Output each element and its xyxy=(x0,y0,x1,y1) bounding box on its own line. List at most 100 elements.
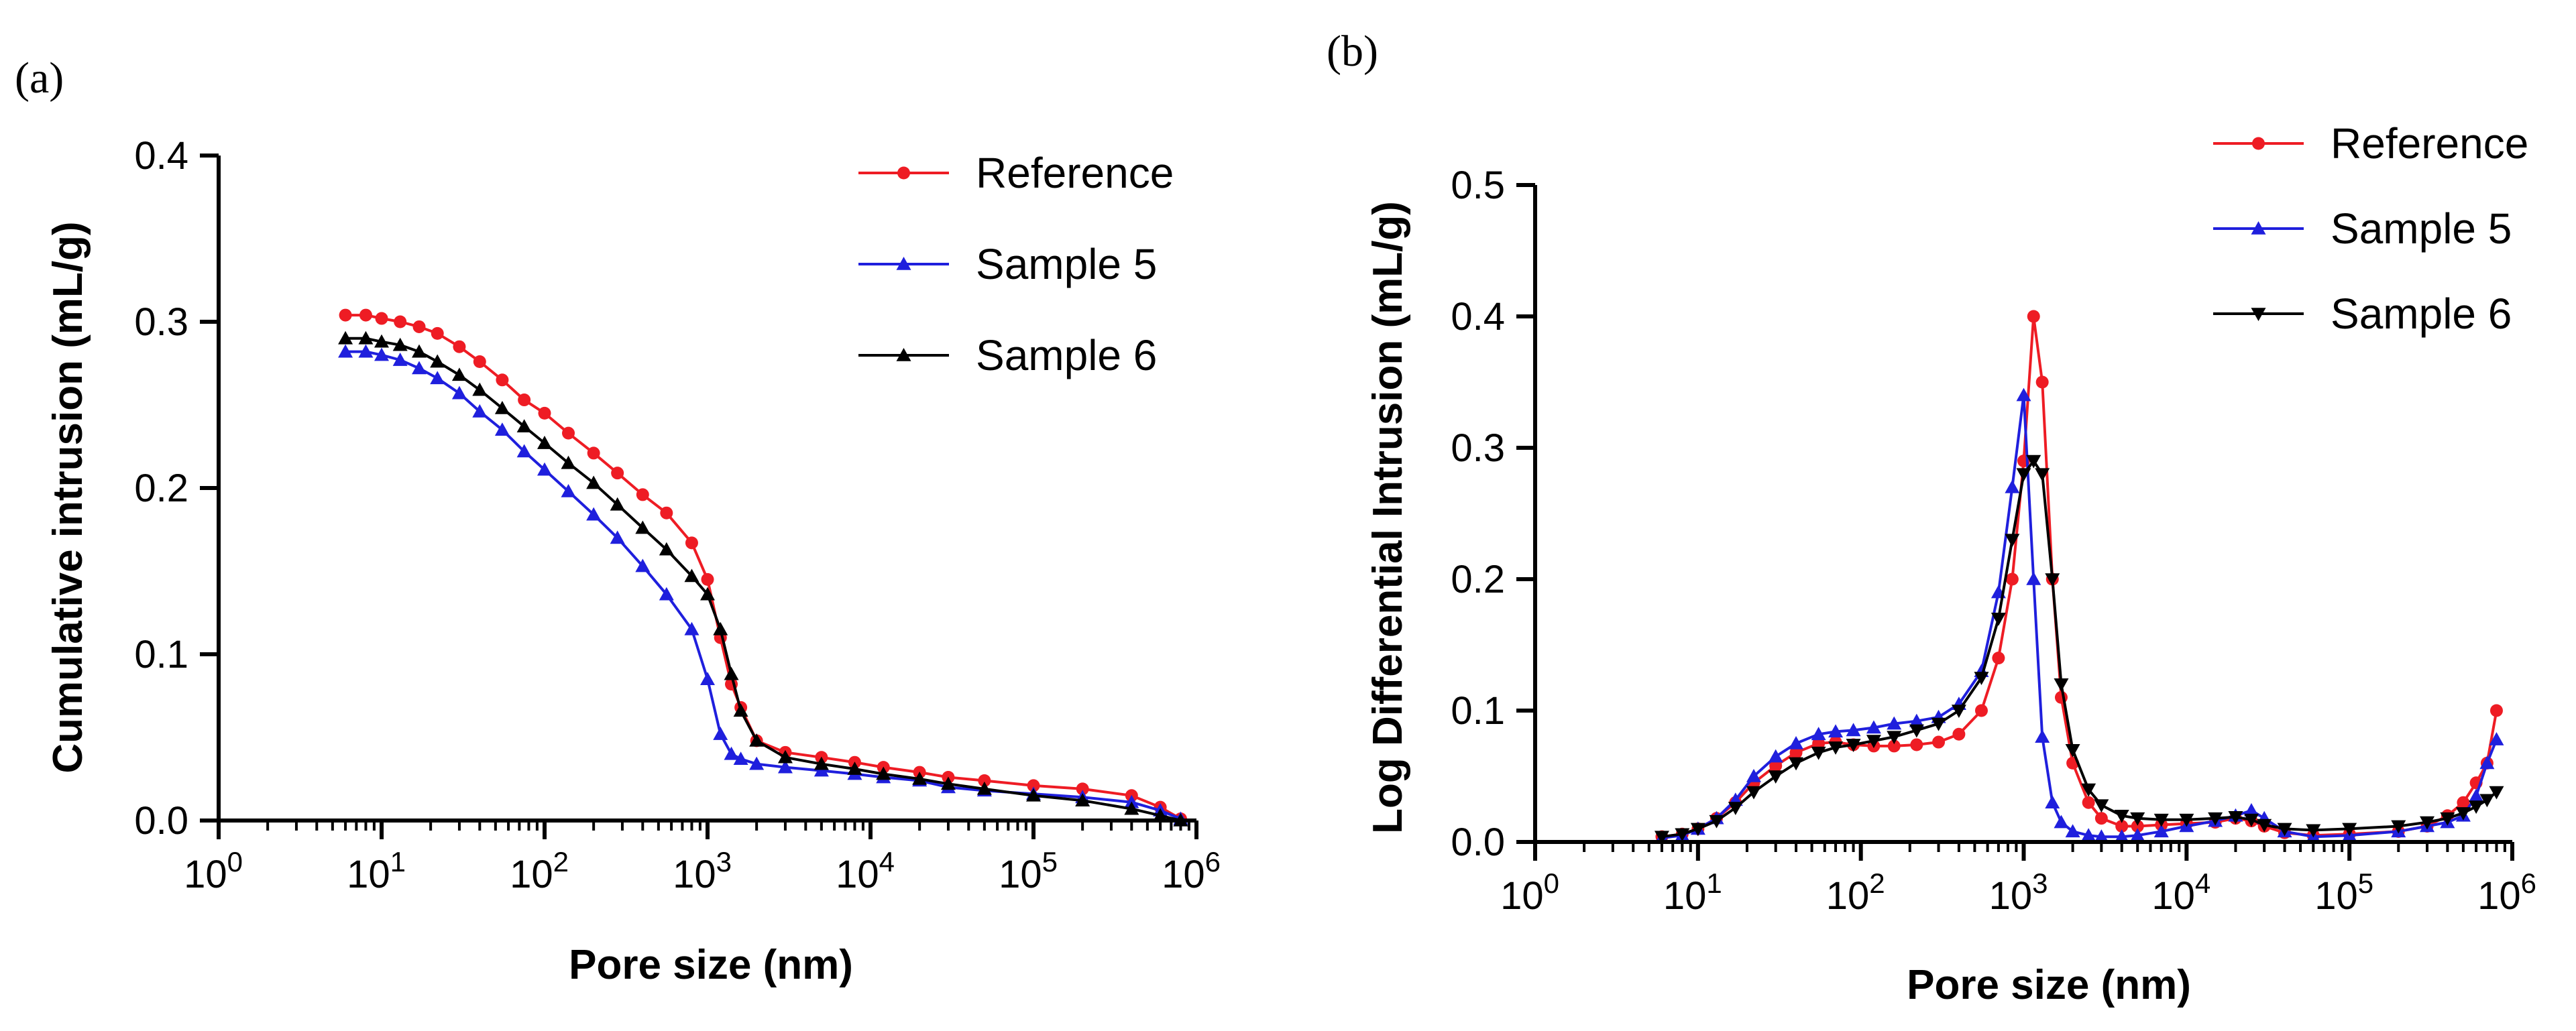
data-point-b-1-20 xyxy=(2026,572,2041,585)
data-point-a-2-15 xyxy=(659,542,674,556)
data-point-b-0-25 xyxy=(2082,796,2095,809)
legend-marker-b-1 xyxy=(2251,221,2266,235)
data-point-b-2-27 xyxy=(2114,810,2129,823)
legend-marker-b-0 xyxy=(2252,137,2265,150)
data-point-a-0-3 xyxy=(394,315,407,328)
x-tick-label-a-2: 102 xyxy=(510,846,569,896)
data-point-a-2-19 xyxy=(724,666,739,680)
data-point-a-2-8 xyxy=(494,400,510,414)
data-point-b-2-42 xyxy=(2469,800,2484,814)
data-point-a-1-19 xyxy=(724,746,739,760)
data-point-a-2-30 xyxy=(1075,793,1090,807)
data-point-b-2-24 xyxy=(2065,744,2080,757)
data-point-a-0-11 xyxy=(562,426,575,440)
data-point-b-2-30 xyxy=(2179,813,2194,827)
data-point-b-1-9 xyxy=(1828,724,1844,738)
data-point-a-0-13 xyxy=(611,467,624,480)
data-point-a-1-5 xyxy=(430,371,445,385)
axes-a: 0.0 0.1 0.2 0.3 0.4 100 101 102 103 104 105 106 xyxy=(134,134,1221,896)
data-point-a-0-0 xyxy=(339,308,352,322)
x-tick-label-a-1: 101 xyxy=(347,846,406,896)
data-point-a-0-12 xyxy=(587,446,600,460)
data-point-a-0-10 xyxy=(538,406,551,420)
data-point-a-2-6 xyxy=(451,367,467,381)
y-tick-label-b-2: 0.2 xyxy=(1451,558,1505,601)
data-point-a-2-32 xyxy=(1153,808,1168,822)
data-point-a-2-2 xyxy=(374,334,389,348)
y-axis-title-a: Cumulative intrusion (mL/g) xyxy=(45,221,91,773)
data-point-b-2-6 xyxy=(1768,770,1783,784)
data-point-b-0-16 xyxy=(1974,704,1988,717)
data-point-b-2-19 xyxy=(2016,468,2031,482)
data-point-b-0-12 xyxy=(1887,739,1901,753)
data-point-a-2-11 xyxy=(561,455,576,469)
x-axis-title-b: Pore size (nm) xyxy=(1907,962,2191,1008)
data-point-a-2-4 xyxy=(411,344,427,358)
data-point-a-0-30 xyxy=(1076,782,1089,796)
legend-b: Reference Sample 5 Sample 6 xyxy=(2213,119,2528,338)
y-tick-label-a-4: 0.4 xyxy=(134,134,188,178)
data-point-b-1-10 xyxy=(1846,723,1861,737)
data-point-b-2-18 xyxy=(2005,534,2020,548)
series-sample-6-b xyxy=(1654,454,2504,845)
data-point-b-0-8 xyxy=(1812,737,1826,750)
data-point-b-0-26 xyxy=(2094,812,2108,825)
data-point-b-0-20 xyxy=(2027,310,2040,323)
data-point-a-2-31 xyxy=(1124,801,1139,815)
data-point-a-1-1 xyxy=(358,344,374,358)
panel-label-a: (a) xyxy=(15,54,64,103)
data-point-b-1-24 xyxy=(2065,824,2080,838)
data-point-b-0-7 xyxy=(1789,746,1803,760)
legend-label-b-2: Sample 6 xyxy=(2331,290,2512,338)
data-point-b-2-12 xyxy=(1887,731,1902,745)
legend-label-b-1: Sample 5 xyxy=(2331,204,2512,253)
data-point-b-2-33 xyxy=(2243,813,2259,827)
data-point-b-2-37 xyxy=(2342,823,2357,837)
data-point-b-2-8 xyxy=(1811,746,1826,760)
data-point-a-2-5 xyxy=(430,354,445,368)
data-point-a-2-12 xyxy=(586,475,602,489)
data-point-a-1-0 xyxy=(338,344,353,358)
y-tick-label-b-0: 0.0 xyxy=(1451,821,1505,864)
data-point-a-2-18 xyxy=(713,621,728,635)
data-point-a-2-24 xyxy=(847,762,862,775)
data-point-b-1-6 xyxy=(1768,749,1783,763)
data-point-a-1-13 xyxy=(610,530,625,544)
data-point-a-2-23 xyxy=(814,756,829,770)
data-point-b-2-9 xyxy=(1828,741,1844,755)
data-point-b-0-21 xyxy=(2035,375,2049,389)
data-point-b-1-21 xyxy=(2035,729,2050,743)
series-line-b-1 xyxy=(1661,393,2498,840)
data-point-a-0-4 xyxy=(412,320,426,333)
x-tick-label-b-6: 106 xyxy=(2477,867,2536,918)
data-point-b-2-23 xyxy=(2054,678,2069,692)
data-point-b-1-27 xyxy=(2114,829,2129,843)
data-point-b-0-15 xyxy=(1952,727,1966,741)
data-point-b-1-42 xyxy=(2469,788,2484,802)
data-point-a-1-17 xyxy=(700,672,715,685)
y-tick-label-b-1: 0.1 xyxy=(1451,689,1505,733)
legend-label-a-0: Reference xyxy=(976,149,1174,197)
data-point-a-0-5 xyxy=(431,326,444,340)
legend-marker-a-1 xyxy=(896,257,911,270)
x-tick-label-b-3: 103 xyxy=(1989,867,2048,918)
data-point-b-0-14 xyxy=(1932,735,1946,749)
y-tick-label-a-3: 0.3 xyxy=(134,300,188,344)
data-point-b-2-13 xyxy=(1909,724,1924,738)
data-point-b-1-7 xyxy=(1789,736,1804,749)
x-tick-label-b-5: 105 xyxy=(2314,867,2373,918)
data-point-a-0-1 xyxy=(359,308,372,322)
data-point-b-0-13 xyxy=(1910,738,1923,751)
series-group-b xyxy=(1654,310,2504,845)
data-point-b-1-13 xyxy=(1909,713,1924,727)
data-point-a-1-15 xyxy=(659,587,674,601)
data-point-a-2-1 xyxy=(358,330,374,345)
legend-label-a-2: Sample 6 xyxy=(976,331,1157,379)
data-point-b-1-5 xyxy=(1746,769,1761,782)
data-point-a-0-17 xyxy=(701,572,714,586)
data-point-a-0-2 xyxy=(375,312,388,325)
data-point-a-1-3 xyxy=(392,353,408,366)
x-axis-title-a: Pore size (nm) xyxy=(569,942,853,988)
data-point-a-1-9 xyxy=(516,444,532,458)
